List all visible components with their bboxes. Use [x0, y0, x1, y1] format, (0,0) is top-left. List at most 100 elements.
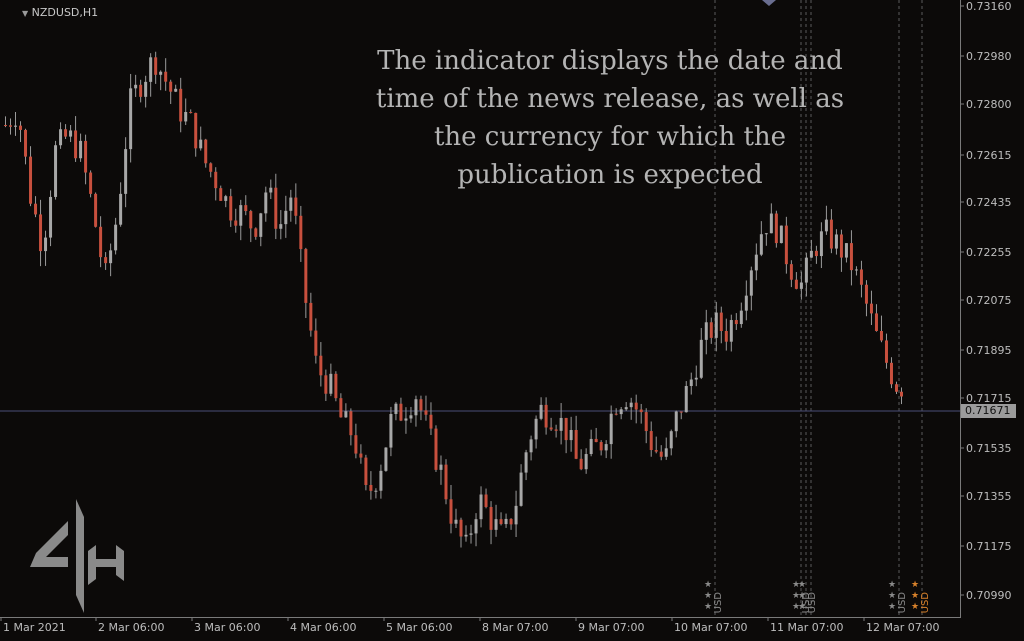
news-event-marker[interactable]: ★ ★ ★ USD — [704, 580, 724, 613]
bull-candle — [799, 282, 803, 289]
bull-candle — [609, 413, 613, 445]
bull-candle — [344, 411, 348, 418]
bear-candle — [99, 226, 103, 258]
time-tick-label: 11 Mar 07:00 — [770, 621, 844, 634]
bull-candle — [569, 429, 573, 441]
bear-candle — [654, 450, 658, 452]
bear-candle — [364, 457, 368, 485]
bull-candle — [539, 404, 543, 419]
bull-candle — [494, 519, 498, 530]
bull-candle — [824, 219, 828, 232]
bull-candle — [44, 237, 48, 252]
bear-candle — [879, 330, 883, 341]
bear-candle — [249, 211, 253, 229]
bear-candle — [874, 313, 878, 331]
bull-candle — [629, 402, 633, 408]
bear-candle — [734, 320, 738, 325]
bull-candle — [439, 464, 443, 470]
bear-candle — [884, 340, 888, 363]
bull-candle — [699, 339, 703, 378]
bear-candle — [599, 442, 603, 451]
time-tick-label: 12 Mar 07:00 — [866, 621, 940, 634]
bear-candle — [564, 417, 568, 441]
bear-candle — [84, 140, 88, 173]
bear-candle — [549, 427, 553, 430]
bull-candle — [119, 193, 123, 225]
bear-candle — [859, 269, 863, 285]
bear-candle — [434, 428, 438, 470]
bull-candle — [49, 196, 53, 238]
bear-candle — [309, 302, 313, 331]
bull-candle — [384, 447, 388, 471]
time-tick-label: 4 Mar 06:00 — [290, 621, 357, 634]
bull-candle — [279, 224, 283, 229]
bull-candle — [664, 448, 668, 457]
current-price-label: 0.71671 — [961, 404, 1016, 418]
bull-candle — [479, 494, 483, 520]
bull-candle — [129, 88, 133, 150]
bear-candle — [139, 84, 143, 97]
bull-candle — [694, 377, 698, 380]
bear-candle — [4, 125, 7, 127]
news-event-marker[interactable]: ★ ★ ★ USD — [792, 580, 812, 613]
news-currency-label: USD — [920, 591, 932, 613]
bull-candle — [739, 310, 743, 325]
bull-candle — [524, 452, 528, 473]
news-event-marker[interactable]: ★ ★ ★ USD — [888, 580, 908, 613]
news-event-marker[interactable]: ★ ★ ★ USD — [911, 580, 931, 613]
bear-candle — [24, 129, 28, 157]
bear-candle — [204, 139, 208, 164]
bear-candle — [314, 330, 318, 356]
bear-candle — [74, 130, 78, 159]
price-tick-label: 0.71355 — [966, 490, 1012, 503]
bear-candle — [399, 403, 403, 421]
time-tick-label: 9 Mar 07:00 — [578, 621, 645, 634]
bear-candle — [849, 243, 853, 271]
bull-candle — [769, 213, 773, 234]
bull-candle — [289, 197, 293, 211]
bull-candle — [674, 411, 678, 432]
bear-candle — [639, 409, 643, 413]
bull-candle — [504, 518, 508, 525]
bear-candle — [894, 384, 898, 392]
news-currency-label: USD — [807, 591, 819, 613]
bear-candle — [634, 402, 638, 410]
bull-candle — [669, 431, 673, 449]
price-tick-label: 0.71895 — [966, 344, 1012, 357]
bear-candle — [169, 81, 173, 92]
bull-candle — [79, 140, 83, 159]
bear-candle — [789, 264, 793, 280]
time-axis-separator — [0, 617, 961, 618]
bull-candle — [834, 234, 838, 249]
bull-candle — [389, 413, 393, 448]
bull-candle — [559, 417, 563, 431]
news-event-marker[interactable]: ★ ★ ★ USD — [798, 580, 818, 613]
bear-candle — [229, 196, 233, 221]
bear-candle — [794, 279, 798, 289]
bear-candle — [459, 519, 463, 537]
bear-candle — [339, 398, 343, 418]
bear-candle — [579, 458, 583, 470]
symbol-label: ▼ NZDUSD,H1 — [22, 6, 99, 19]
bear-candle — [774, 213, 778, 244]
bull-candle — [684, 386, 688, 413]
time-tick-label: 5 Mar 06:00 — [386, 621, 453, 634]
bull-candle — [409, 415, 413, 419]
bear-candle — [234, 220, 238, 226]
price-tick-label: 0.72255 — [966, 246, 1012, 259]
bear-candle — [814, 250, 818, 257]
price-tick-label: 0.72435 — [966, 196, 1012, 209]
bull-candle — [619, 409, 623, 415]
bull-candle — [779, 225, 783, 244]
price-tick-label: 0.73160 — [966, 0, 1012, 13]
importance-star-icon: ★ ★ ★ — [911, 580, 920, 612]
bear-candle — [189, 111, 193, 113]
bull-candle — [134, 84, 138, 89]
bear-candle — [484, 494, 488, 507]
bear-candle — [444, 464, 448, 500]
bear-candle — [679, 411, 683, 413]
description-line: The indicator displays the date and — [377, 46, 843, 76]
description-line: time of the news release, as well as — [375, 84, 845, 114]
